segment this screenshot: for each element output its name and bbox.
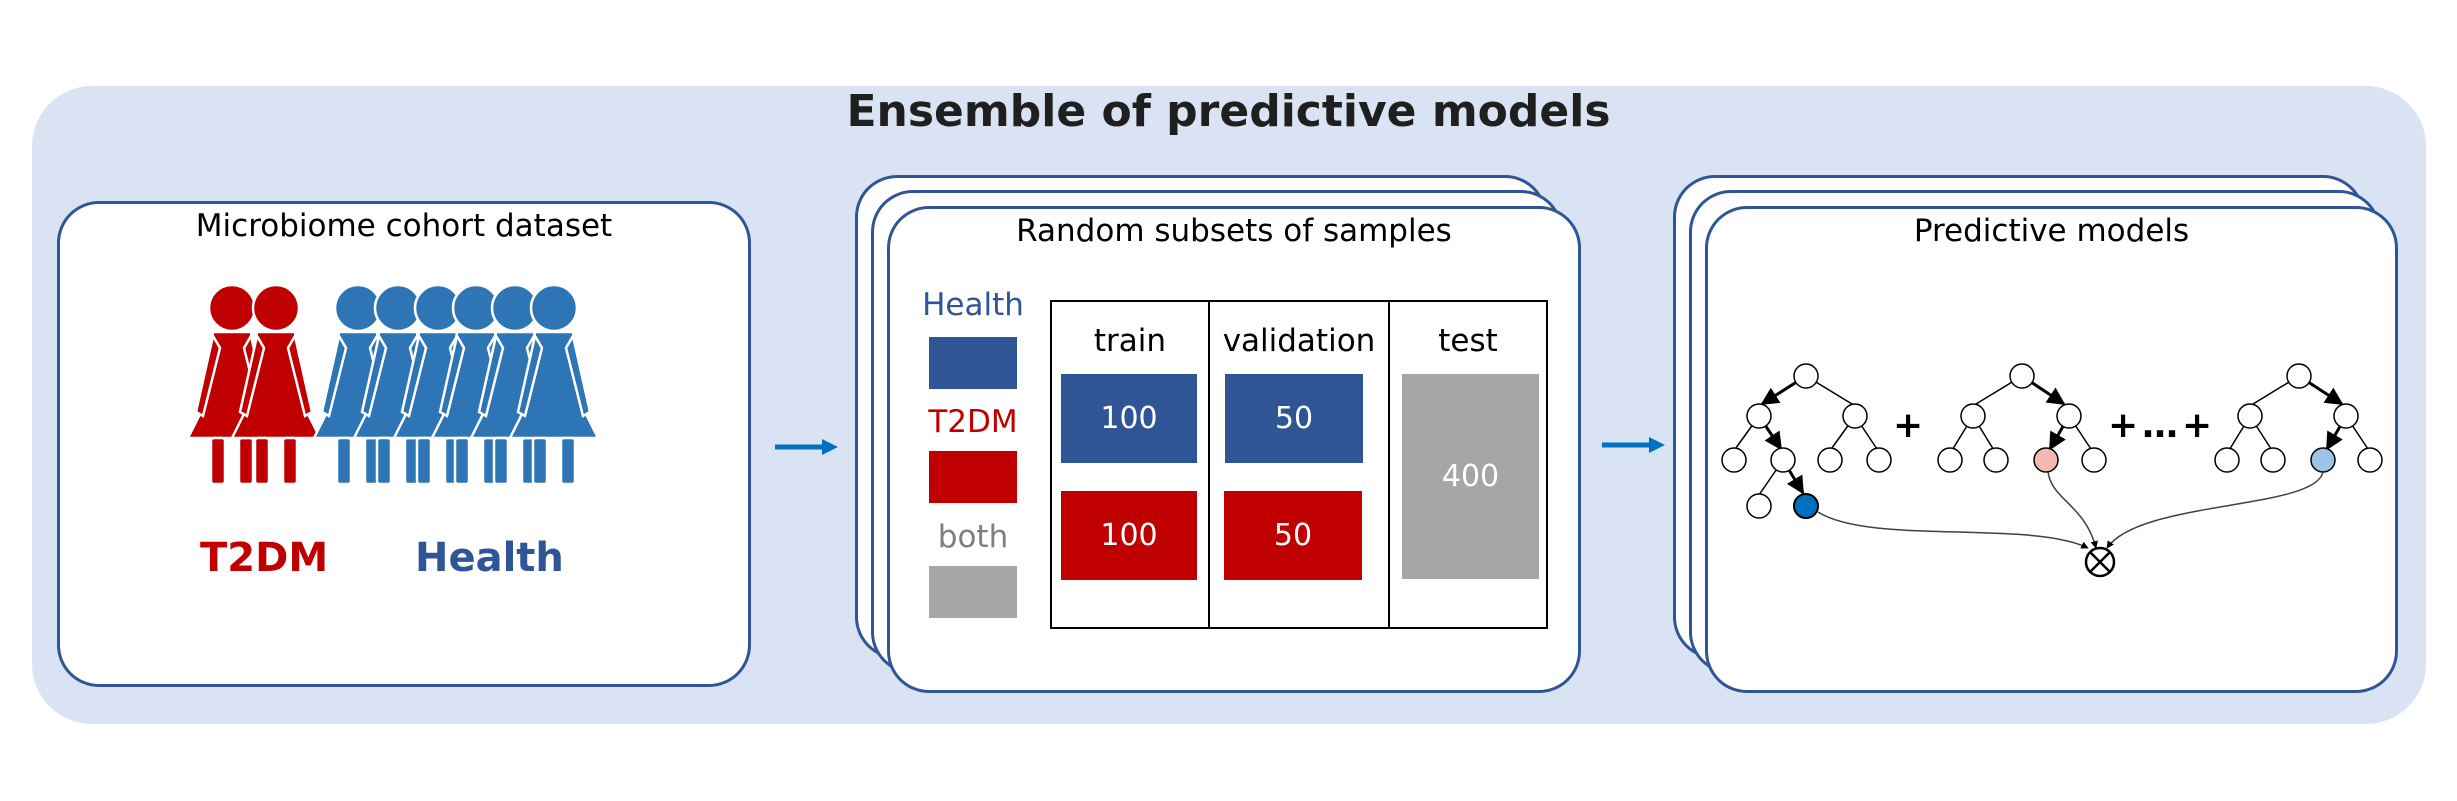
t2dm-label: T2DM — [200, 535, 329, 581]
arrow-head-icon — [1649, 437, 1665, 453]
selected-leaf-node — [2033, 447, 2059, 473]
validation-health-cell: 50 — [1225, 374, 1363, 463]
arrow-head-icon — [822, 439, 838, 455]
decision-tree-1 — [1721, 363, 1892, 519]
legend-both-label: both — [937, 519, 1009, 555]
plus-sign: + — [1893, 405, 1924, 446]
cohort-card-title: Microbiome cohort dataset — [195, 208, 613, 244]
legend-t2dm-label: T2DM — [928, 404, 1018, 440]
train-t2dm-cell: 100 — [1061, 491, 1197, 580]
decision-tree-2 — [1937, 363, 2107, 473]
decision-tree-3 — [2214, 363, 2383, 473]
test-both-cell: 400 — [1402, 374, 1539, 579]
validation-t2dm-cell: 50 — [1224, 491, 1362, 580]
model-card-title: Predictive models — [1913, 213, 2190, 249]
column-train: train — [1093, 323, 1167, 359]
subset-card-title: Random subsets of samples — [1016, 213, 1452, 249]
column-validation: validation — [1222, 323, 1376, 359]
plus-sign: + — [2182, 405, 2213, 446]
health-label: Health — [415, 535, 564, 581]
ensemble-combine-icon — [2084, 546, 2116, 578]
legend-health-swatch — [929, 337, 1017, 389]
main-title: Ensemble of predictive models — [846, 86, 1611, 137]
legend-t2dm-swatch — [929, 451, 1017, 503]
cohort-dataset-card: Microbiome cohort dataset — [57, 201, 751, 687]
ellipsis: … — [2142, 405, 2178, 446]
selected-leaf-node — [2310, 447, 2336, 473]
train-health-cell: 100 — [1061, 374, 1197, 463]
legend-both-swatch — [929, 566, 1017, 618]
plus-sign: + — [2108, 405, 2139, 446]
column-test: test — [1438, 323, 1498, 359]
aggregation-curves — [1817, 471, 2324, 549]
selected-leaf-node — [1793, 493, 1819, 519]
legend-health-label: Health — [922, 287, 1024, 323]
